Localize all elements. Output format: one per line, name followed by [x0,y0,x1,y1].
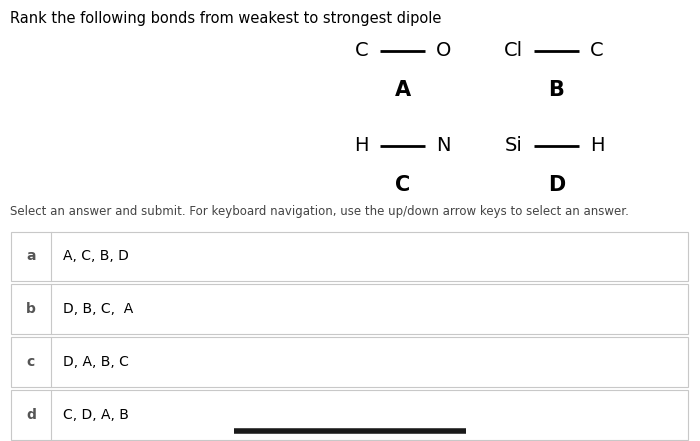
Text: A: A [394,80,411,101]
Text: C: C [590,41,603,60]
FancyBboxPatch shape [10,284,688,334]
Text: N: N [436,136,451,155]
FancyBboxPatch shape [10,232,688,281]
Text: Select an answer and submit. For keyboard navigation, use the up/down arrow keys: Select an answer and submit. For keyboar… [10,205,629,218]
FancyBboxPatch shape [10,390,688,440]
Text: B: B [549,80,564,101]
Text: O: O [436,41,452,60]
Text: b: b [26,302,36,316]
Text: D, B, C,  A: D, B, C, A [63,302,133,316]
Text: A, C, B, D: A, C, B, D [63,249,129,263]
Text: H: H [354,136,369,155]
Text: c: c [26,355,34,369]
Text: Si: Si [505,136,523,155]
Text: Rank the following bonds from weakest to strongest dipole: Rank the following bonds from weakest to… [10,11,442,26]
Text: C: C [356,41,369,60]
Text: C, D, A, B: C, D, A, B [63,408,129,422]
Text: D: D [548,175,565,195]
Text: a: a [26,249,36,263]
Text: C: C [395,175,410,195]
Text: d: d [26,408,36,422]
Text: D, A, B, C: D, A, B, C [63,355,129,369]
Text: H: H [590,136,605,155]
Text: Cl: Cl [504,41,523,60]
FancyBboxPatch shape [10,337,688,387]
